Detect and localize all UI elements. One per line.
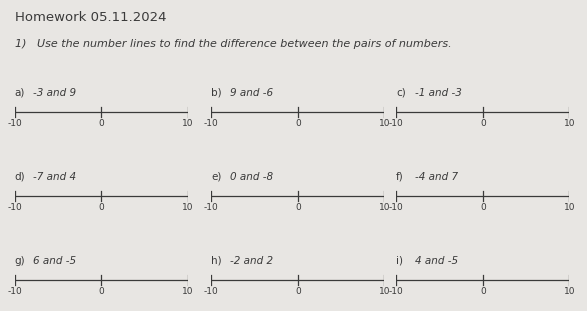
Text: -2 and 2: -2 and 2 xyxy=(230,256,273,266)
Text: -10: -10 xyxy=(389,287,404,296)
Text: 10: 10 xyxy=(564,203,575,212)
Text: 10: 10 xyxy=(379,203,390,212)
Text: -10: -10 xyxy=(389,203,404,212)
Text: 0: 0 xyxy=(99,287,104,296)
Text: 0: 0 xyxy=(480,119,485,128)
Text: 0 and -8: 0 and -8 xyxy=(230,172,273,182)
Text: 10: 10 xyxy=(182,119,194,128)
Text: 0: 0 xyxy=(295,203,301,212)
Text: -3 and 9: -3 and 9 xyxy=(33,88,76,98)
Text: 10: 10 xyxy=(564,119,575,128)
Text: a): a) xyxy=(15,88,25,98)
Text: 0: 0 xyxy=(480,287,485,296)
Text: -10: -10 xyxy=(7,287,22,296)
Text: 0: 0 xyxy=(99,203,104,212)
Text: 10: 10 xyxy=(564,287,575,296)
Text: 4 and -5: 4 and -5 xyxy=(415,256,458,266)
Text: f): f) xyxy=(396,172,404,182)
Text: 9 and -6: 9 and -6 xyxy=(230,88,273,98)
Text: -1 and -3: -1 and -3 xyxy=(415,88,462,98)
Text: -10: -10 xyxy=(7,203,22,212)
Text: -7 and 4: -7 and 4 xyxy=(33,172,76,182)
Text: -10: -10 xyxy=(7,119,22,128)
Text: 0: 0 xyxy=(480,203,485,212)
Text: 0: 0 xyxy=(295,287,301,296)
Text: -10: -10 xyxy=(204,203,219,212)
Text: d): d) xyxy=(15,172,25,182)
Text: -10: -10 xyxy=(389,119,404,128)
Text: g): g) xyxy=(15,256,25,266)
Text: -10: -10 xyxy=(204,119,219,128)
Text: 10: 10 xyxy=(182,287,194,296)
Text: 10: 10 xyxy=(182,203,194,212)
Text: 10: 10 xyxy=(379,119,390,128)
Text: b): b) xyxy=(211,88,222,98)
Text: e): e) xyxy=(211,172,222,182)
Text: 10: 10 xyxy=(379,287,390,296)
Text: 1)   Use the number lines to find the difference between the pairs of numbers.: 1) Use the number lines to find the diff… xyxy=(15,39,451,49)
Text: c): c) xyxy=(396,88,406,98)
Text: Homework 05.11.2024: Homework 05.11.2024 xyxy=(15,11,166,24)
Text: h): h) xyxy=(211,256,222,266)
Text: -4 and 7: -4 and 7 xyxy=(415,172,458,182)
Text: 6 and -5: 6 and -5 xyxy=(33,256,76,266)
Text: -10: -10 xyxy=(204,287,219,296)
Text: 0: 0 xyxy=(295,119,301,128)
Text: 0: 0 xyxy=(99,119,104,128)
Text: i): i) xyxy=(396,256,403,266)
